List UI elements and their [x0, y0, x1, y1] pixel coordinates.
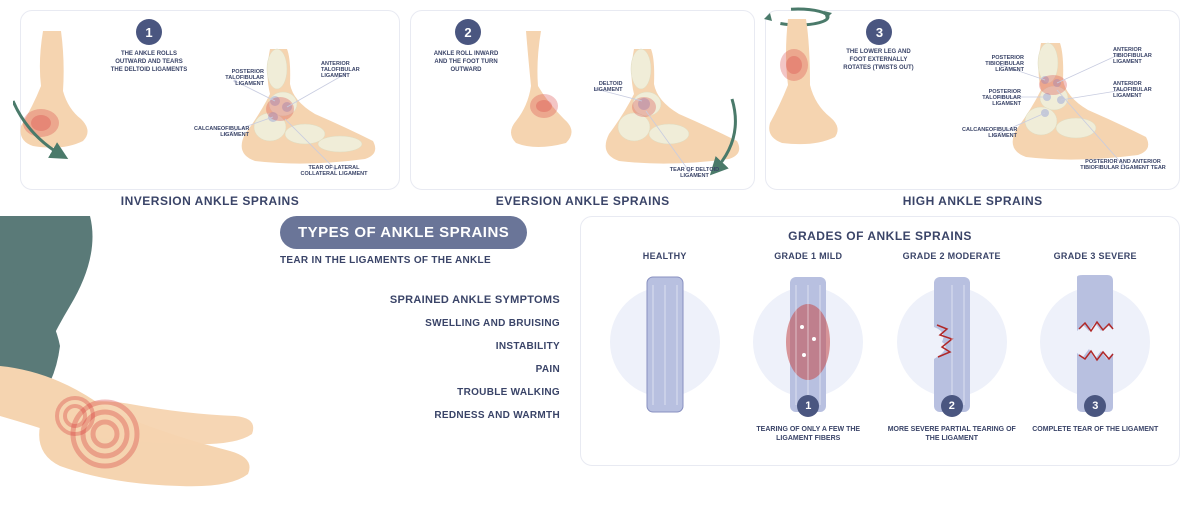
p3-lbl-2: POSTERIOR TALOFIBULAR LIGAMENT	[961, 89, 1021, 107]
panel1-title: INVERSION ANKLE SPRAINS	[20, 194, 400, 208]
panel1-badge: 1	[136, 19, 162, 45]
grade-2: GRADE 2 MODERATE 2 MORE SEVERE PARTIAL T…	[884, 251, 1020, 443]
p2-lbl-tear: TEAR OF DELTOID LIGAMENT	[659, 167, 729, 179]
grade-healthy: HEALTHY	[597, 251, 733, 443]
bottom-section: TYPES OF ANKLE SPRAINS TEAR IN THE LIGAM…	[0, 208, 1200, 506]
top-panels-row: 1 THE ANKLE ROLLS OUTWARD AND TEARS THE …	[0, 0, 1200, 208]
grade0-label: HEALTHY	[597, 251, 733, 261]
panel-inversion: 1 THE ANKLE ROLLS OUTWARD AND TEARS THE …	[20, 10, 400, 208]
p3-lbl-0: POSTERIOR TIBIOFIBULAR LIGAMENT	[964, 55, 1024, 73]
grades-panel: GRADES OF ANKLE SPRAINS HEALTHY	[580, 216, 1180, 466]
grade2-desc: MORE SEVERE PARTIAL TEARING OF THE LIGAM…	[884, 425, 1020, 443]
panel3-title: HIGH ANKLE SPRAINS	[765, 194, 1180, 208]
grade2-label: GRADE 2 MODERATE	[884, 251, 1020, 261]
symptom-4: REDNESS AND WARMTH	[280, 410, 560, 421]
grade1-label: GRADE 1 MILD	[741, 251, 877, 261]
p2-lbl-deltoid: DELTOID LIGAMENT	[582, 81, 622, 93]
panel1-desc: THE ANKLE ROLLS OUTWARD AND TEARS THE DE…	[109, 51, 189, 74]
grade3-label: GRADE 3 SEVERE	[1028, 251, 1164, 261]
p3-lbl-3: ANTERIOR TALOFIBULAR LIGAMENT	[1113, 81, 1173, 99]
panel3-badge: 3	[866, 19, 892, 45]
panel3-desc: THE LOWER LEG AND FOOT EXTERNALLY ROTATE…	[838, 49, 918, 72]
panel-eversion: 2 ANKLE ROLL INWARD AND THE FOOT TURN OU…	[410, 10, 755, 208]
grade2-badge: 2	[941, 395, 963, 417]
panel-high: 3 THE LOWER LEG AND FOOT EXTERNALLY ROTA…	[765, 10, 1180, 208]
main-title-pill: TYPES OF ANKLE SPRAINS	[280, 216, 527, 249]
grade3-desc: COMPLETE TEAR OF THE LIGAMENT	[1028, 425, 1164, 434]
panel2-anatomy	[584, 39, 754, 179]
middle-text-block: TYPES OF ANKLE SPRAINS TEAR IN THE LIGAM…	[280, 216, 560, 506]
grade-3: GRADE 3 SEVERE 3 COMPLETE TEAR OF THE LI…	[1028, 251, 1164, 443]
panel1-anatomy	[215, 39, 395, 179]
symptoms-heading: SPRAINED ANKLE SYMPTOMS	[280, 294, 560, 306]
symptom-1: INSTABILITY	[280, 341, 560, 352]
symptom-0: SWELLING AND BRUISING	[280, 318, 560, 329]
p3-lbl-5: POSTERIOR AND ANTERIOR TIBIOFIBULAR LIGA…	[1073, 159, 1173, 171]
panel1-posed-foot	[13, 31, 113, 171]
panel2-title: EVERSION ANKLE SPRAINS	[410, 194, 755, 208]
grade-1: GRADE 1 MILD 1 TEARING OF	[741, 251, 877, 443]
hero-illustration	[0, 216, 260, 506]
p1-lbl-cf: CALCANEOFIBULAR LIGAMENT	[194, 126, 249, 138]
grades-title: GRADES OF ANKLE SPRAINS	[597, 229, 1163, 243]
symptom-3: TROUBLE WALKING	[280, 387, 560, 398]
panel2-desc: ANKLE ROLL INWARD AND THE FOOT TURN OUTW…	[431, 51, 501, 74]
panel3-posed-foot	[760, 5, 850, 165]
p3-lbl-1: ANTERIOR TIBIOFIBULAR LIGAMENT	[1113, 47, 1173, 65]
main-subtitle: TEAR IN THE LIGAMENTS OF THE ANKLE	[280, 255, 560, 266]
p1-lbl-atf: ANTERIOR TALOFIBULAR LIGAMENT	[321, 61, 381, 79]
symptom-2: PAIN	[280, 364, 560, 375]
p1-lbl-ptf: POSTERIOR TALOFIBULAR LIGAMENT	[209, 69, 264, 87]
panel2-badge: 2	[455, 19, 481, 45]
p3-lbl-4: CALCANEOFIBULAR LIGAMENT	[962, 127, 1017, 139]
p1-lbl-tear: TEAR OF LATERAL COLLATERAL LIGAMENT	[299, 165, 369, 177]
grade1-desc: TEARING OF ONLY A FEW THE LIGAMENT FIBER…	[741, 425, 877, 443]
